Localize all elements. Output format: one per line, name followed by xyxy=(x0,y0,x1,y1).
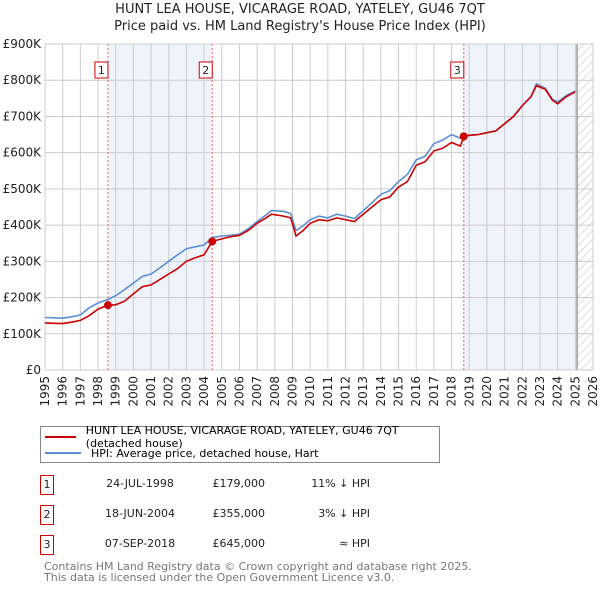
sale-price: £355,000 xyxy=(212,507,266,520)
forecast-hatch xyxy=(577,44,593,370)
sale-label: 2 xyxy=(202,64,209,77)
x-tick-label: 2017 xyxy=(427,376,441,407)
sale-label-box xyxy=(198,61,213,79)
x-tick-label: 2003 xyxy=(179,376,193,407)
legend-item-hpi: HPI: Average price, detached house, Hart xyxy=(45,446,318,460)
sale-date: 07-SEP-2018 xyxy=(104,537,176,550)
x-tick-label: 2026 xyxy=(586,376,600,407)
sale-hpi-diff: ≈ HPI xyxy=(339,537,370,550)
x-tick-label: 1995 xyxy=(38,376,52,407)
sale-badge: 1 xyxy=(40,475,54,495)
sale-hpi-diff: 3% ↓ HPI xyxy=(318,507,370,520)
y-tick-label: £300K xyxy=(3,254,43,268)
sale-price: £179,000 xyxy=(212,477,266,490)
x-tick-label: 2018 xyxy=(445,376,459,407)
x-tick-label: 2011 xyxy=(321,376,335,407)
x-tick-label: 2016 xyxy=(409,376,423,407)
legend: HUNT LEA HOUSE, VICARAGE ROAD, YATELEY, … xyxy=(40,424,440,463)
legend-price-label: HUNT LEA HOUSE, VICARAGE ROAD, YATELEY, … xyxy=(85,424,399,450)
sale-badge: 2 xyxy=(40,505,54,525)
y-tick-label: £800K xyxy=(3,73,43,87)
y-tick-label: £600K xyxy=(3,146,43,160)
x-tick-label: 1999 xyxy=(109,376,123,407)
price-line-swatch xyxy=(45,436,76,438)
x-tick-label: 2021 xyxy=(498,376,512,407)
sale-badge: 3 xyxy=(40,535,54,555)
x-tick-label: 2020 xyxy=(480,376,494,407)
y-tick-label: £100K xyxy=(3,327,43,341)
x-tick-label: 2010 xyxy=(303,376,317,407)
sale-label: 3 xyxy=(454,64,461,77)
x-tick-label: 2007 xyxy=(250,376,264,407)
y-tick-label: £200K xyxy=(3,291,43,305)
sale-point xyxy=(459,132,468,141)
sale-date: 18-JUN-2004 xyxy=(104,507,176,520)
price-chart: £0 £100K £200K £300K £400K £500K £600K £700K £80… xyxy=(3,37,600,407)
x-tick-label: 2014 xyxy=(374,376,388,407)
x-tick-label: 2019 xyxy=(462,376,476,407)
shaded-region xyxy=(107,44,213,370)
x-tick-label: 2006 xyxy=(232,376,246,407)
x-tick-label: 2008 xyxy=(268,376,282,407)
x-tick-label: 1996 xyxy=(56,376,70,407)
table-row: 3 07-SEP-2018 £645,000 ≈ HPI xyxy=(40,535,440,555)
sale-label-box xyxy=(94,61,109,79)
y-tick-label: £400K xyxy=(3,218,43,232)
sale-label: 1 xyxy=(98,64,105,77)
x-tick-label: 2005 xyxy=(215,376,229,407)
footer-copyright: Contains HM Land Registry data © Crown c… xyxy=(44,560,472,573)
x-tick-label: 1998 xyxy=(91,376,105,407)
y-tick-label: £900K xyxy=(3,37,43,51)
x-tick-label: 2025 xyxy=(568,376,582,407)
y-tick-label: £0 xyxy=(26,363,41,377)
x-tick-label: 2009 xyxy=(285,376,299,407)
x-tick-label: 2013 xyxy=(356,376,370,407)
hpi-line-swatch xyxy=(45,452,81,454)
series-line xyxy=(44,84,576,325)
sale-point xyxy=(208,237,217,246)
sale-point xyxy=(103,301,112,310)
x-tick-label: 2012 xyxy=(339,376,353,407)
y-tick-label: £700K xyxy=(3,109,43,123)
x-tick-label: 2002 xyxy=(162,376,176,407)
x-tick-label: 2004 xyxy=(197,376,211,407)
footer-licence: This data is licensed under the Open Gov… xyxy=(44,571,395,584)
table-row: 1 24-JUL-1998 £179,000 11% ↓ HPI xyxy=(40,475,440,495)
plot-frame xyxy=(44,43,594,371)
table-row: 2 18-JUN-2004 £355,000 3% ↓ HPI xyxy=(40,505,440,525)
chart-title-line1: HUNT LEA HOUSE, VICARAGE ROAD, YATELEY, … xyxy=(115,2,485,17)
x-tick-label: 2024 xyxy=(551,376,565,407)
sale-label-box xyxy=(450,61,465,79)
chart-title-line2: Price paid vs. HM Land Registry's House … xyxy=(114,19,486,34)
x-tick-label: 1997 xyxy=(73,376,87,407)
y-tick-label: £500K xyxy=(3,182,43,196)
sale-price: £645,000 xyxy=(212,537,266,550)
x-tick-label: 2000 xyxy=(126,376,140,407)
sale-date: 24-JUL-1998 xyxy=(106,477,174,490)
legend-hpi-label: HPI: Average price, detached house, Hart xyxy=(91,446,319,460)
x-tick-label: 2001 xyxy=(144,376,158,407)
x-tick-label: 2022 xyxy=(515,376,529,407)
shaded-region xyxy=(463,44,578,370)
x-tick-label: 2015 xyxy=(392,376,406,407)
sale-hpi-diff: 11% ↓ HPI xyxy=(311,477,370,490)
x-tick-label: 2023 xyxy=(533,376,547,407)
legend-item-price: HUNT LEA HOUSE, VICARAGE ROAD, YATELEY, … xyxy=(45,424,439,450)
